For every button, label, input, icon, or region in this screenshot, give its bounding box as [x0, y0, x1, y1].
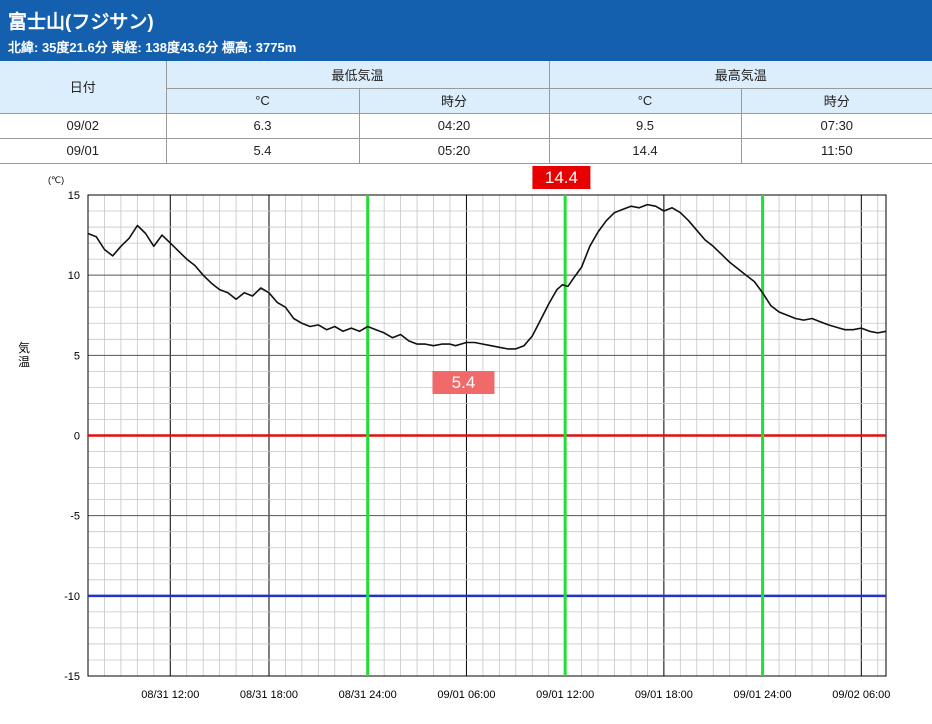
row-date: 09/02 [0, 112, 167, 139]
y-axis-label-char: 温 [18, 355, 30, 369]
y-axis-label-char: 気 [18, 340, 30, 355]
x-tick-label: 08/31 12:00 [141, 689, 199, 701]
table-row: 09/01 5.4 05:20 14.4 11:50 [0, 137, 932, 164]
row-max-time: 07:30 [740, 112, 932, 139]
station-header: 富士山(フジサン) 北緯: 35度21.6分 東経: 138度43.6分 標高:… [0, 0, 932, 61]
row-min-time: 04:20 [358, 112, 550, 139]
row-max-time: 11:50 [740, 137, 932, 164]
max-temp-label: 14.4 [545, 168, 578, 187]
row-min-time: 05:20 [358, 137, 550, 164]
x-tick-label: 09/01 24:00 [734, 689, 792, 701]
station-name: 富士山(フジサン) [8, 12, 154, 33]
x-tick-label: 09/01 18:00 [635, 689, 693, 701]
min-temp-label-box [432, 371, 495, 394]
temperature-series-line [87, 203, 887, 350]
row-max-temp: 9.5 [548, 112, 742, 139]
x-tick-label: 08/31 24:00 [339, 689, 397, 701]
min-temp-label: 5.4 [452, 373, 476, 392]
y-tick-label: 0 [74, 431, 80, 443]
day-marker-lines [366, 195, 765, 676]
date-header: 日付 [0, 61, 167, 114]
y-tick-label: -15 [64, 671, 80, 683]
max-temp-header: 最高気温 [548, 61, 932, 89]
x-tick-label: 08/31 18:00 [240, 689, 298, 701]
y-axis: 15 10 5 0 -5 -10 -15 (℃) 気温 [18, 175, 80, 683]
temperature-summary-table: 日付 最低気温 最高気温 °C 時分 °C 時分 09/02 6.3 04:20… [0, 61, 932, 164]
min-time-header: 時分 [358, 87, 550, 114]
x-tick-label: 09/02 06:00 [832, 689, 890, 701]
y-tick-label: 5 [74, 350, 80, 362]
row-min-temp: 6.3 [165, 112, 360, 139]
row-max-temp: 14.4 [548, 137, 742, 164]
chart-annotations: 14.4 5.4 [432, 166, 591, 394]
station-info: 北緯: 35度21.6分 東経: 138度43.6分 標高: 3775m [8, 40, 297, 55]
y-tick-label: -10 [64, 591, 80, 603]
max-time-header: 時分 [740, 87, 932, 114]
y-tick-label: -5 [70, 511, 80, 523]
y-tick-label: 10 [68, 270, 80, 282]
max-unit-header: °C [548, 87, 742, 114]
reference-lines [88, 434, 886, 598]
x-axis: 08/31 12:00 08/31 18:00 08/31 24:00 09/01 0… [141, 689, 890, 701]
x-tick-label: 09/01 06:00 [437, 689, 495, 701]
table-row: 09/02 6.3 04:20 9.5 07:30 [0, 112, 932, 139]
row-date: 09/01 [0, 137, 167, 164]
y-axis-unit: (℃) [48, 175, 64, 185]
min-unit-header: °C [166, 87, 360, 114]
plot-series [87, 203, 887, 350]
min-temp-header: 最低気温 [165, 61, 550, 89]
max-temp-label-box [532, 166, 591, 189]
row-min-temp: 5.4 [165, 137, 360, 164]
x-tick-label: 09/01 12:00 [536, 689, 594, 701]
y-tick-label: 15 [68, 190, 80, 202]
